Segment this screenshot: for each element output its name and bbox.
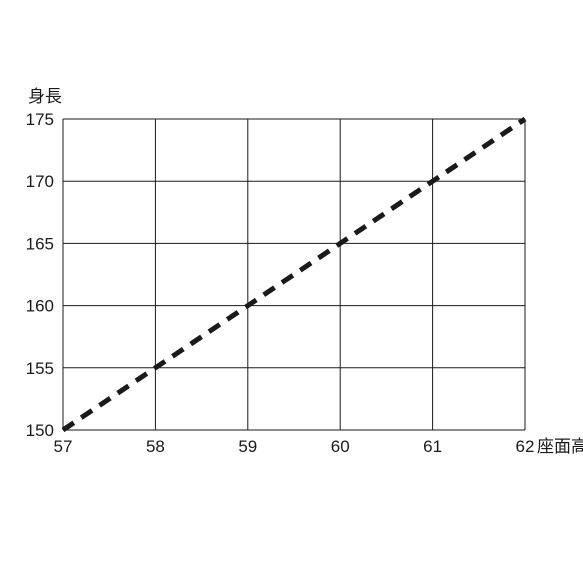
chart-container: 57 58 59 60 61 62 150 155 160 165 170 175 身長座面高 [0, 0, 583, 583]
x-tick-label: 57 [54, 437, 73, 456]
y-tick-label: 160 [26, 297, 54, 316]
y-tick-label: 165 [26, 234, 54, 253]
y-tick-label: 155 [26, 359, 54, 378]
x-tick-label: 60 [331, 437, 350, 456]
data-series-line [63, 119, 525, 430]
line-chart: 57 58 59 60 61 62 150 155 160 165 170 175 身長座面高 [0, 0, 583, 583]
y-tick-label: 150 [26, 421, 54, 440]
x-tick-label: 59 [238, 437, 257, 456]
y-axis-title: 身長 [28, 87, 62, 106]
x-tick-label: 61 [423, 437, 442, 456]
y-tick-label: 175 [26, 110, 54, 129]
x-tick-label: 58 [146, 437, 165, 456]
y-tick-label: 170 [26, 172, 54, 191]
x-tick-label: 62 [516, 437, 535, 456]
x-axis-title: 座面高 [537, 437, 583, 456]
